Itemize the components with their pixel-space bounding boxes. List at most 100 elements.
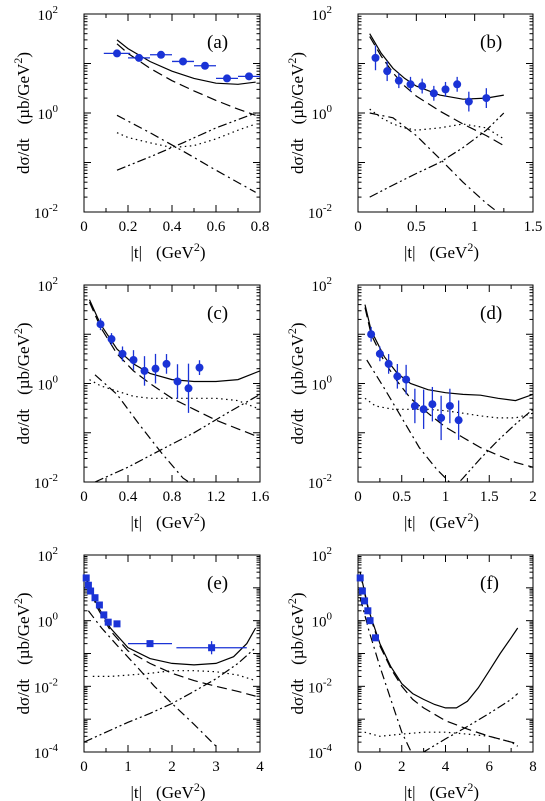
data-point <box>84 581 92 589</box>
y-tick-label-sup: 0 <box>327 103 333 115</box>
y-tick-label-base: 10 <box>38 8 53 24</box>
x-tick-label: 1 <box>124 759 132 775</box>
data-points <box>371 45 491 112</box>
data-point <box>428 400 437 409</box>
x-tick-label: 0 <box>80 759 88 775</box>
data-point <box>419 405 428 414</box>
y-tick-label-base: 10 <box>34 206 49 222</box>
y-tick-label-base: 10 <box>38 107 53 123</box>
curve-dashed <box>364 307 533 468</box>
y-tick-label: 10-2 <box>34 202 58 222</box>
y-tick-label-base: 10 <box>312 107 327 123</box>
data-point <box>453 80 462 89</box>
data-point <box>445 401 454 410</box>
panel-a: 0 0.2 0.4 0.6 0.810-2100102(a)dσ/dt(µb/GeV2)… <box>11 4 269 262</box>
panel-f: 0 2 4 6 810-410-2100102(f)dσ/dt(µb/GeV2)|t|(… <box>285 545 537 801</box>
y-tick-label: 102 <box>38 275 59 295</box>
data-point <box>118 349 127 358</box>
data-point <box>87 587 95 595</box>
x-axis-unit: (GeV <box>430 783 468 801</box>
y-tick-label-sup: 2 <box>327 545 333 557</box>
x-tick-label: 8 <box>529 759 537 775</box>
data-point <box>372 634 379 642</box>
y-tick-label-base: 10 <box>308 680 323 696</box>
x-axis-unit-close: ) <box>473 513 479 532</box>
x-tick-label: 2 <box>529 489 537 505</box>
y-tick-label: 100 <box>38 611 59 631</box>
x-tick-label: 1.5 <box>524 219 543 235</box>
y-axis-unit: (µb/GeV <box>288 333 307 395</box>
y-tick-label: 102 <box>312 4 333 24</box>
data-point <box>358 587 366 595</box>
x-tick-label: 0.6 <box>207 219 226 235</box>
panel-label: (e) <box>207 573 228 594</box>
x-tick-label: 0.5 <box>407 219 426 235</box>
data-point <box>173 377 182 386</box>
x-tick-label: 4 <box>256 759 264 775</box>
y-tick-label-sup: 2 <box>53 4 59 16</box>
x-axis-unit-sup: 2 <box>467 510 473 524</box>
x-axis-label: |t| (GeV2) <box>404 240 479 262</box>
y-tick-label: 10-2 <box>308 676 332 696</box>
y-tick-label-sup: 2 <box>327 4 333 16</box>
y-axis-unit-close: ) <box>288 322 307 328</box>
y-tick-label-base: 10 <box>38 279 53 295</box>
panel-label: (b) <box>480 32 502 53</box>
x-axis-unit-close: ) <box>473 783 479 801</box>
data-points <box>96 318 204 413</box>
curve-dotted <box>116 123 256 149</box>
y-axis-unit-sup: 2 <box>11 58 25 64</box>
data-point <box>429 89 438 98</box>
y-axis-label: dσ/dt (µb/GeV2) <box>285 52 307 174</box>
x-tick-label: 1.6 <box>251 489 270 505</box>
x-axis-unit: (GeV <box>156 783 194 801</box>
x-tick-label: 0 <box>354 219 362 235</box>
x-axis-quantity: |t| <box>404 513 416 532</box>
y-tick-label: 10-4 <box>308 742 333 762</box>
data-point <box>151 364 160 373</box>
curve-dashdotdot <box>369 112 505 198</box>
curve-dashdotdot <box>84 647 256 743</box>
data-point <box>140 366 149 375</box>
y-tick-label: 100 <box>312 374 333 394</box>
plot-frame <box>357 284 534 483</box>
data-point <box>245 72 253 81</box>
curve-dashdot <box>87 610 217 747</box>
curves <box>364 304 533 482</box>
x-axis-unit-sup: 2 <box>194 510 200 524</box>
panel-d: 0 0.5 1 1.5 210-2100102(d)dσ/dt(µb/GeV2)|t|(… <box>285 275 537 532</box>
y-tick-label-base: 10 <box>312 615 327 631</box>
curve-dashdot <box>116 114 256 193</box>
data-points <box>82 574 247 655</box>
y-tick-label-sup: -4 <box>49 742 59 754</box>
y-axis-unit-sup: 2 <box>11 598 25 604</box>
data-point <box>82 574 90 582</box>
x-tick-label: 3 <box>212 759 220 775</box>
data-point <box>418 82 427 91</box>
curve-dashdotdot <box>94 393 260 482</box>
curve-solid <box>116 39 256 85</box>
data-point <box>364 607 372 615</box>
x-tick-label: 0.4 <box>119 489 138 505</box>
y-tick-label: 10-2 <box>308 202 332 222</box>
curve-dashed <box>88 301 260 439</box>
data-point <box>393 372 402 381</box>
y-tick-label-sup: 2 <box>327 275 333 287</box>
x-axis-label: |t| (GeV2) <box>131 780 206 801</box>
data-point <box>410 401 419 410</box>
x-axis-unit: (GeV <box>156 513 194 532</box>
y-tick-label-base: 10 <box>312 378 327 394</box>
curve-solid <box>369 33 504 100</box>
y-axis-label: dσ/dt (µb/GeV2) <box>285 322 307 444</box>
x-tick-label: 0.4 <box>163 219 182 235</box>
data-point <box>371 53 380 62</box>
x-axis-quantity: |t| <box>131 243 143 262</box>
curve-dotted <box>89 379 260 410</box>
data-point <box>441 85 450 94</box>
x-axis-unit-sup: 2 <box>194 780 200 794</box>
x-axis-label: |t| (GeV2) <box>131 510 206 532</box>
y-axis-unit: (µb/GeV <box>288 603 307 665</box>
data-point <box>406 80 415 89</box>
